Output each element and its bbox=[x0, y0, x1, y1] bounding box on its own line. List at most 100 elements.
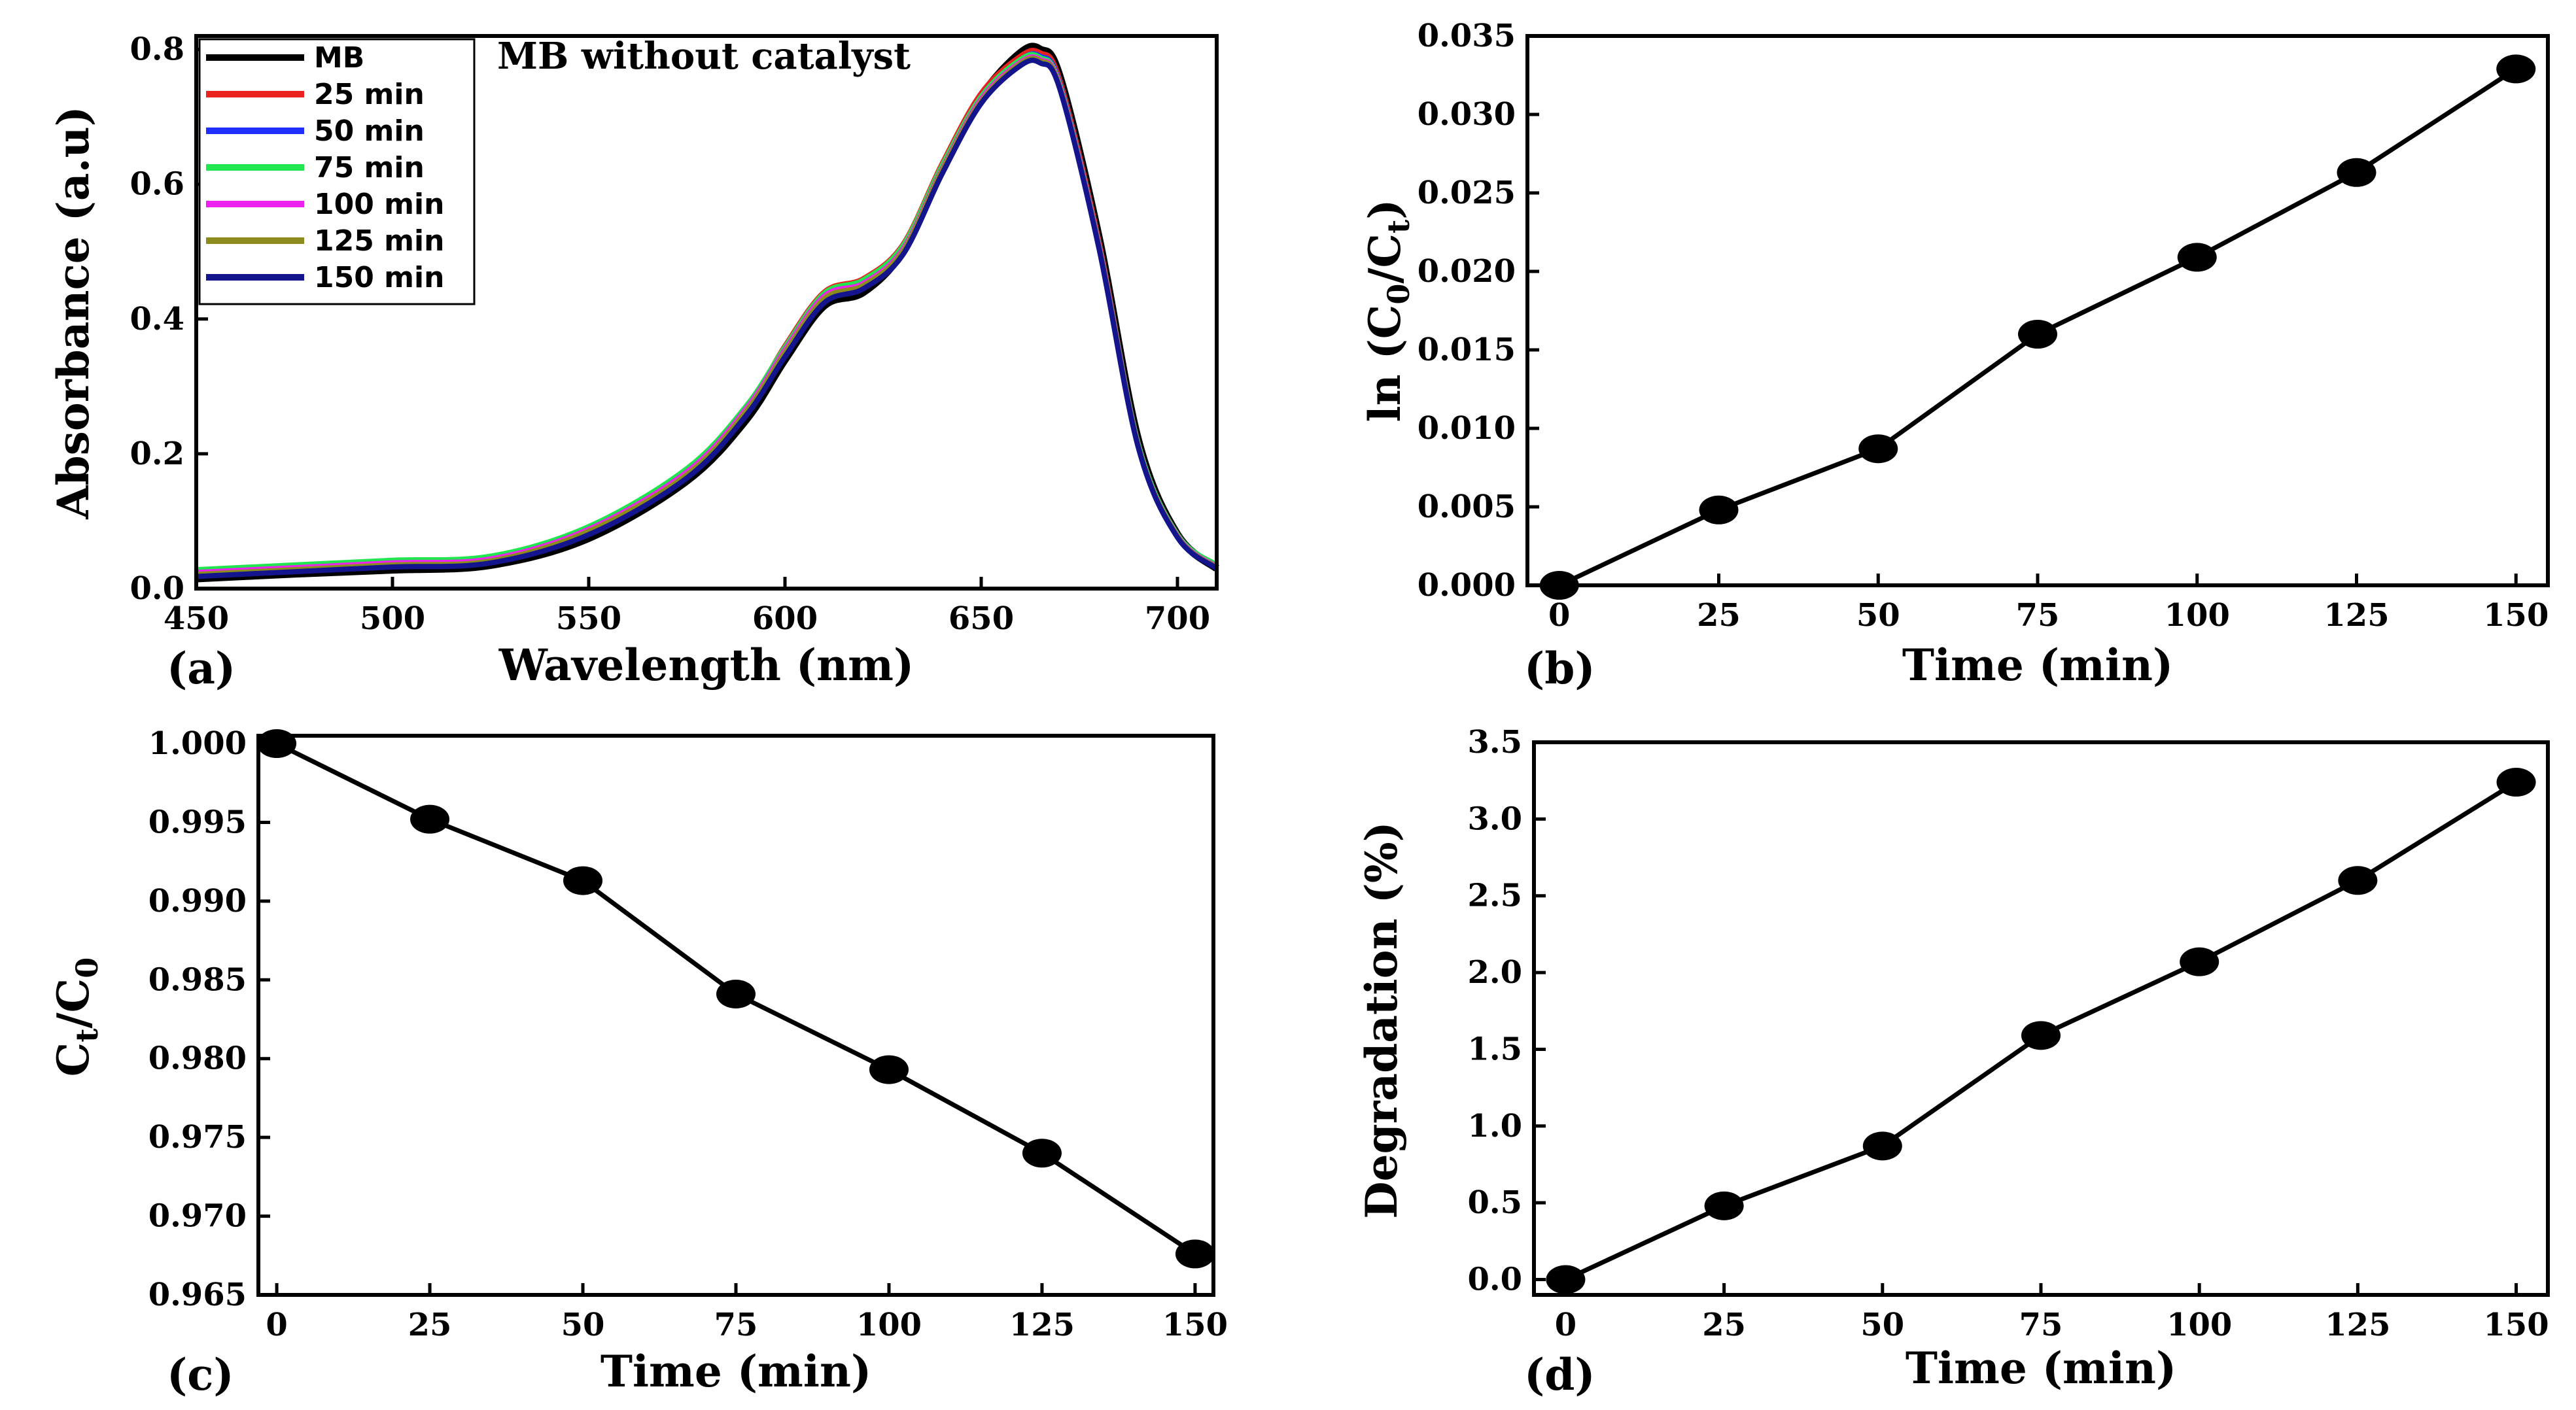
panel-a-frame bbox=[194, 34, 1219, 591]
panel-b-plot-area bbox=[1539, 54, 2536, 600]
y-tick-label: 3.5 bbox=[1467, 724, 1522, 761]
x-tick-label: 650 bbox=[949, 600, 1014, 637]
data-point bbox=[869, 1055, 909, 1084]
y-tick-label: 0.995 bbox=[148, 804, 247, 840]
panel-c-y-axis-title: Ct/C0 bbox=[48, 957, 105, 1076]
x-tick-label: 100 bbox=[856, 1307, 922, 1343]
y-tick-label: 0.970 bbox=[148, 1198, 247, 1235]
y-tick-label: 0.030 bbox=[1418, 96, 1516, 133]
y-tick-label: 0.965 bbox=[148, 1277, 247, 1313]
ylabel-part: C bbox=[48, 1042, 99, 1077]
y-tick-label: 0.4 bbox=[130, 301, 184, 337]
data-point bbox=[2021, 1021, 2061, 1050]
data-point bbox=[2177, 243, 2217, 272]
panel-d-label: (d) bbox=[1524, 1349, 1595, 1400]
x-tick-label: 25 bbox=[1697, 597, 1741, 634]
panel-c-ticks: 0 25 50 75 100 125 150 0.965 0.970 0.975 0.980 0.98… bbox=[148, 725, 1228, 1343]
panel-a-absorbance-spectra: 450 500 550 600 650 700 0.0 0.2 0.4 0.6 0.8 MB wit… bbox=[48, 31, 1219, 694]
y-tick-label: 0.5 bbox=[1467, 1184, 1522, 1221]
data-point bbox=[1546, 1265, 1586, 1294]
data-point bbox=[2338, 866, 2378, 895]
data-point bbox=[563, 866, 603, 895]
x-tick-label: 25 bbox=[408, 1307, 452, 1343]
y-tick-label: 0.985 bbox=[148, 961, 247, 998]
data-point bbox=[1858, 434, 1898, 464]
x-tick-label: 450 bbox=[164, 600, 229, 637]
data-point bbox=[2018, 320, 2057, 349]
data-point bbox=[410, 804, 450, 834]
x-tick-label: 75 bbox=[2016, 597, 2060, 634]
x-tick-label: 0 bbox=[1548, 597, 1570, 634]
data-point bbox=[1022, 1139, 1062, 1168]
legend-label: 125 min bbox=[314, 224, 444, 258]
x-tick-label: 150 bbox=[1162, 1307, 1228, 1343]
series-line bbox=[196, 58, 1219, 579]
data-point bbox=[716, 979, 756, 1008]
y-tick-label: 0.8 bbox=[130, 31, 184, 68]
y-tick-label: 0.020 bbox=[1418, 253, 1516, 290]
panel-c-x-axis-title: Time (min) bbox=[600, 1346, 871, 1397]
data-point bbox=[1699, 495, 1739, 524]
ylabel-part: /C bbox=[1359, 233, 1410, 284]
panel-d-plot-area bbox=[1546, 768, 2536, 1294]
panel-d-frame bbox=[1532, 740, 2550, 1297]
x-tick-label: 150 bbox=[2483, 597, 2549, 634]
x-tick-label: 500 bbox=[360, 600, 425, 637]
panel-a-label: (a) bbox=[167, 643, 235, 694]
legend-label: 25 min bbox=[314, 78, 425, 111]
data-point bbox=[1862, 1131, 1902, 1161]
panel-d-degradation: 0 25 50 75 100 125 150 0.0 0.5 1.0 1.5 2.0 2.5 3.0 3.5… bbox=[1356, 724, 2550, 1400]
panel-d-ticks: 0 25 50 75 100 125 150 0.0 0.5 1.0 1.5 2.0 2.5 3.0 3.5 bbox=[1467, 724, 2549, 1343]
data-point bbox=[1704, 1191, 1744, 1220]
panel-b-frame bbox=[1525, 34, 2550, 587]
y-tick-label: 3.0 bbox=[1467, 800, 1522, 837]
x-tick-label: 600 bbox=[752, 600, 818, 637]
ylabel-part: ) bbox=[1359, 199, 1410, 220]
legend-label: 50 min bbox=[314, 114, 425, 148]
panel-a-y-axis-title: Absorbance (a.u) bbox=[48, 106, 99, 520]
panel-c-label: (c) bbox=[167, 1349, 234, 1400]
x-tick-label: 75 bbox=[714, 1307, 758, 1343]
panel-a-x-axis-title: Wavelength (nm) bbox=[498, 640, 914, 691]
y-tick-label: 0.0 bbox=[130, 570, 184, 607]
data-point bbox=[2337, 158, 2376, 187]
x-tick-label: 0 bbox=[266, 1307, 287, 1343]
panel-a-ticks: 450 500 550 600 650 700 0.0 0.2 0.4 0.6 0.8 bbox=[130, 31, 1210, 637]
ylabel-sub: t bbox=[1381, 219, 1416, 233]
data-point bbox=[1175, 1239, 1215, 1269]
y-tick-label: 0.010 bbox=[1418, 410, 1516, 447]
y-tick-label: 1.0 bbox=[1467, 1108, 1522, 1144]
ylabel-part: ln (C bbox=[1359, 305, 1410, 422]
y-tick-label: 0.035 bbox=[1418, 18, 1516, 54]
y-tick-label: 0.2 bbox=[130, 436, 184, 472]
data-point bbox=[2496, 768, 2536, 797]
y-tick-label: 2.0 bbox=[1467, 954, 1522, 991]
y-tick-label: 2.5 bbox=[1467, 878, 1522, 914]
x-tick-label: 75 bbox=[2019, 1307, 2063, 1343]
panel-d-y-axis-title: Degradation (%) bbox=[1356, 821, 1407, 1219]
y-tick-label: 0.025 bbox=[1418, 175, 1516, 211]
x-tick-label: 0 bbox=[1555, 1307, 1576, 1343]
x-tick-label: 700 bbox=[1145, 600, 1210, 637]
x-tick-label: 50 bbox=[1856, 597, 1900, 634]
x-tick-label: 125 bbox=[2325, 1307, 2390, 1343]
y-tick-label: 0.015 bbox=[1418, 332, 1516, 368]
legend-label: 100 min bbox=[314, 188, 444, 221]
panel-a-plot-area bbox=[196, 43, 1219, 583]
panel-b-label: (b) bbox=[1524, 643, 1595, 694]
panel-d-x-axis-title: Time (min) bbox=[1906, 1343, 2176, 1394]
x-tick-label: 50 bbox=[1860, 1307, 1904, 1343]
y-tick-label: 1.000 bbox=[148, 725, 247, 762]
panel-a-title: MB without catalyst bbox=[497, 35, 911, 78]
y-tick-label: 0.0 bbox=[1467, 1262, 1522, 1298]
ylabel-part: /C bbox=[48, 978, 99, 1029]
x-tick-label: 100 bbox=[2165, 597, 2230, 634]
ylabel-sub: 0 bbox=[69, 957, 105, 978]
y-tick-label: 0.6 bbox=[130, 166, 184, 203]
y-tick-label: 0.005 bbox=[1418, 489, 1516, 525]
y-tick-label: 0.000 bbox=[1418, 567, 1516, 604]
x-tick-label: 100 bbox=[2167, 1307, 2232, 1343]
x-tick-label: 125 bbox=[1009, 1307, 1075, 1343]
